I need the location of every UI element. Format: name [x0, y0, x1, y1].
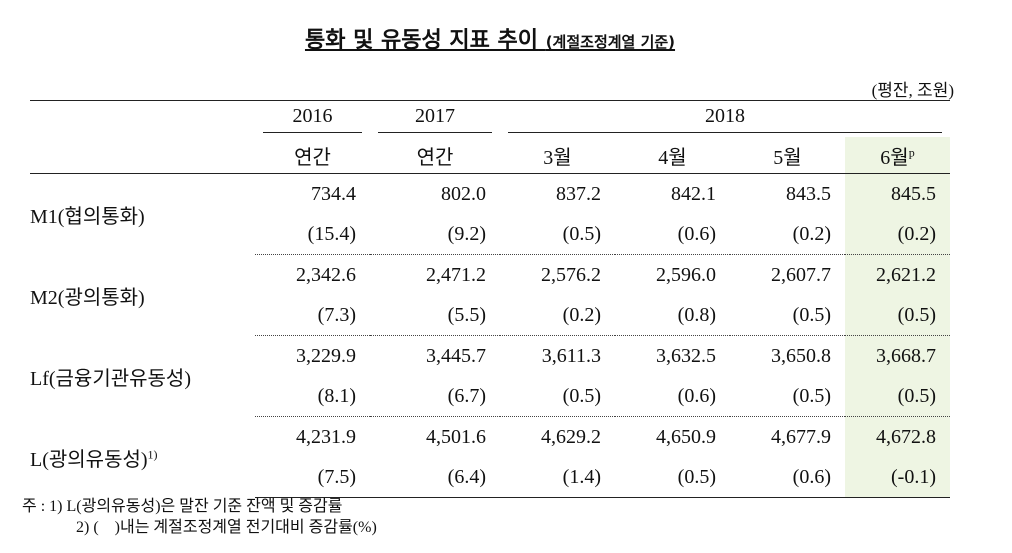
- value: 802.0: [441, 182, 486, 205]
- change: (0.5): [730, 376, 845, 417]
- unit: (평잔, 조원): [871, 81, 954, 100]
- change-row: (7.3) (5.5) (0.2) (0.8) (0.5) (0.5): [30, 295, 950, 336]
- subtitle: (계절조정계열 기준): [545, 33, 676, 51]
- period: 5월: [773, 146, 802, 169]
- year-cell: 2018: [500, 100, 950, 137]
- change: (0.6): [730, 457, 845, 498]
- value-row: L(광의유동성)1) 4,231.9 4,501.6 4,629.2 4,650.9 4,…: [30, 416, 950, 471]
- change: (0.5): [500, 214, 615, 255]
- row-label: M1(협의통화): [30, 205, 145, 228]
- corner: [30, 100, 255, 137]
- table-body: M1(협의통화) 734.4 802.0 837.2 842.1 843.5 845.5 (1…: [30, 173, 950, 498]
- value-row: M2(광의통화) 2,342.6 2,471.2 2,576.2 2,596.0 2,60…: [30, 254, 950, 309]
- value: 3,611.3: [541, 344, 601, 367]
- period: 연간: [294, 146, 331, 169]
- change: (0.5): [730, 295, 845, 336]
- value: 2,607.7: [771, 263, 831, 286]
- value: 2,342.6: [296, 263, 356, 286]
- row-label-cell: M2(광의통화): [30, 255, 255, 336]
- change-row: (15.4) (9.2) (0.5) (0.6) (0.2) (0.2): [30, 214, 950, 255]
- value: 2,576.2: [541, 263, 601, 286]
- change: (0.2): [500, 295, 615, 336]
- change: (8.1): [255, 376, 370, 417]
- change-row: (7.5) (6.4) (1.4) (0.5) (0.6) (-0.1): [30, 457, 950, 498]
- change: (0.8): [615, 295, 730, 336]
- period-cell: 연간: [370, 137, 500, 174]
- data-table: 2016 2017 2018 연간 연간 3월 4월 5월 6월p M1(협의통화) 734…: [30, 100, 950, 498]
- value: 4,231.9: [296, 425, 356, 448]
- period: 6월: [880, 146, 909, 169]
- row-label: Lf(금융기관유동성): [30, 367, 191, 390]
- value: 4,629.2: [541, 425, 601, 448]
- period-cell: 5월: [730, 137, 845, 174]
- change: (0.5): [615, 457, 730, 498]
- change: (0.2): [730, 214, 845, 255]
- value: 842.1: [671, 182, 716, 205]
- change: (-0.1): [845, 457, 950, 498]
- change: (6.7): [370, 376, 500, 417]
- period-cell: 6월p: [845, 137, 950, 174]
- value: 3,650.8: [771, 344, 831, 367]
- value: 837.2: [556, 182, 601, 205]
- row-label-cell: L(광의유동성)1): [30, 417, 255, 498]
- value: 843.5: [786, 182, 831, 205]
- value: 3,229.9: [296, 344, 356, 367]
- label-note: 1): [147, 446, 158, 461]
- change: (7.3): [255, 295, 370, 336]
- change: (9.2): [370, 214, 500, 255]
- period: 4월: [658, 146, 687, 169]
- row-label: M2(광의통화): [30, 286, 145, 309]
- note-prefix: 주 :: [22, 498, 46, 515]
- change: (1.4): [500, 457, 615, 498]
- value: 3,668.7: [845, 335, 950, 376]
- note: 1) L(광의유동성)은 말잔 기준 잔액 및 증감률: [49, 498, 343, 515]
- value: 3,445.7: [426, 344, 486, 367]
- value: 4,650.9: [656, 425, 716, 448]
- value: 4,672.8: [845, 416, 950, 457]
- period: 연간: [416, 146, 454, 169]
- value: 845.5: [845, 173, 950, 214]
- note: 2) ( )내는 계절조정계열 전기대비 증감률(%): [76, 519, 377, 536]
- value: 3,632.5: [656, 344, 716, 367]
- period-cell: 3월: [500, 137, 615, 174]
- period: 3월: [543, 146, 572, 169]
- value: 734.4: [311, 182, 356, 205]
- value: 2,621.2: [845, 254, 950, 295]
- row-label-cell: Lf(금융기관유동성): [30, 336, 255, 417]
- change: (6.4): [370, 457, 500, 498]
- value-row: Lf(금융기관유동성) 3,229.9 3,445.7 3,611.3 3,632.5 3…: [30, 335, 950, 390]
- change: (0.5): [500, 376, 615, 417]
- header-row: 2016 2017 2018: [30, 100, 950, 137]
- year: 2017: [378, 105, 492, 133]
- change: (15.4): [255, 214, 370, 255]
- change: (0.6): [615, 214, 730, 255]
- row-label-cell: M1(협의통화): [30, 174, 255, 255]
- title: 통화 및 유동성 지표 추이: [304, 28, 539, 53]
- value: 2,471.2: [426, 263, 486, 286]
- value: 2,596.0: [656, 263, 716, 286]
- period-cell: 연간: [255, 137, 370, 174]
- notes: 주 : 1) L(광의유동성)은 말잔 기준 잔액 및 증감률 2) ( )내는…: [22, 496, 377, 538]
- period-row: 연간 연간 3월 4월 5월 6월p: [30, 137, 950, 174]
- title-block: 통화 및 유동성 지표 추이 (계절조정계열 기준): [0, 22, 980, 54]
- value-row: M1(협의통화) 734.4 802.0 837.2 842.1 843.5 845.5: [30, 173, 950, 228]
- change: (0.2): [845, 214, 950, 255]
- year: 2016: [263, 105, 362, 133]
- change: (0.5): [845, 295, 950, 336]
- change: (0.5): [845, 376, 950, 417]
- change-row: (8.1) (6.7) (0.5) (0.6) (0.5) (0.5): [30, 376, 950, 417]
- change: (7.5): [255, 457, 370, 498]
- period-cell: 4월: [615, 137, 730, 174]
- value: 4,677.9: [771, 425, 831, 448]
- year-cell: 2017: [370, 100, 500, 137]
- year: 2018: [508, 105, 942, 133]
- row-label: L(광의유동성): [30, 448, 148, 471]
- change: (0.6): [615, 376, 730, 417]
- value: 4,501.6: [426, 425, 486, 448]
- preliminary-mark: p: [908, 144, 915, 159]
- change: (5.5): [370, 295, 500, 336]
- year-cell: 2016: [255, 100, 370, 137]
- corner: [30, 137, 255, 174]
